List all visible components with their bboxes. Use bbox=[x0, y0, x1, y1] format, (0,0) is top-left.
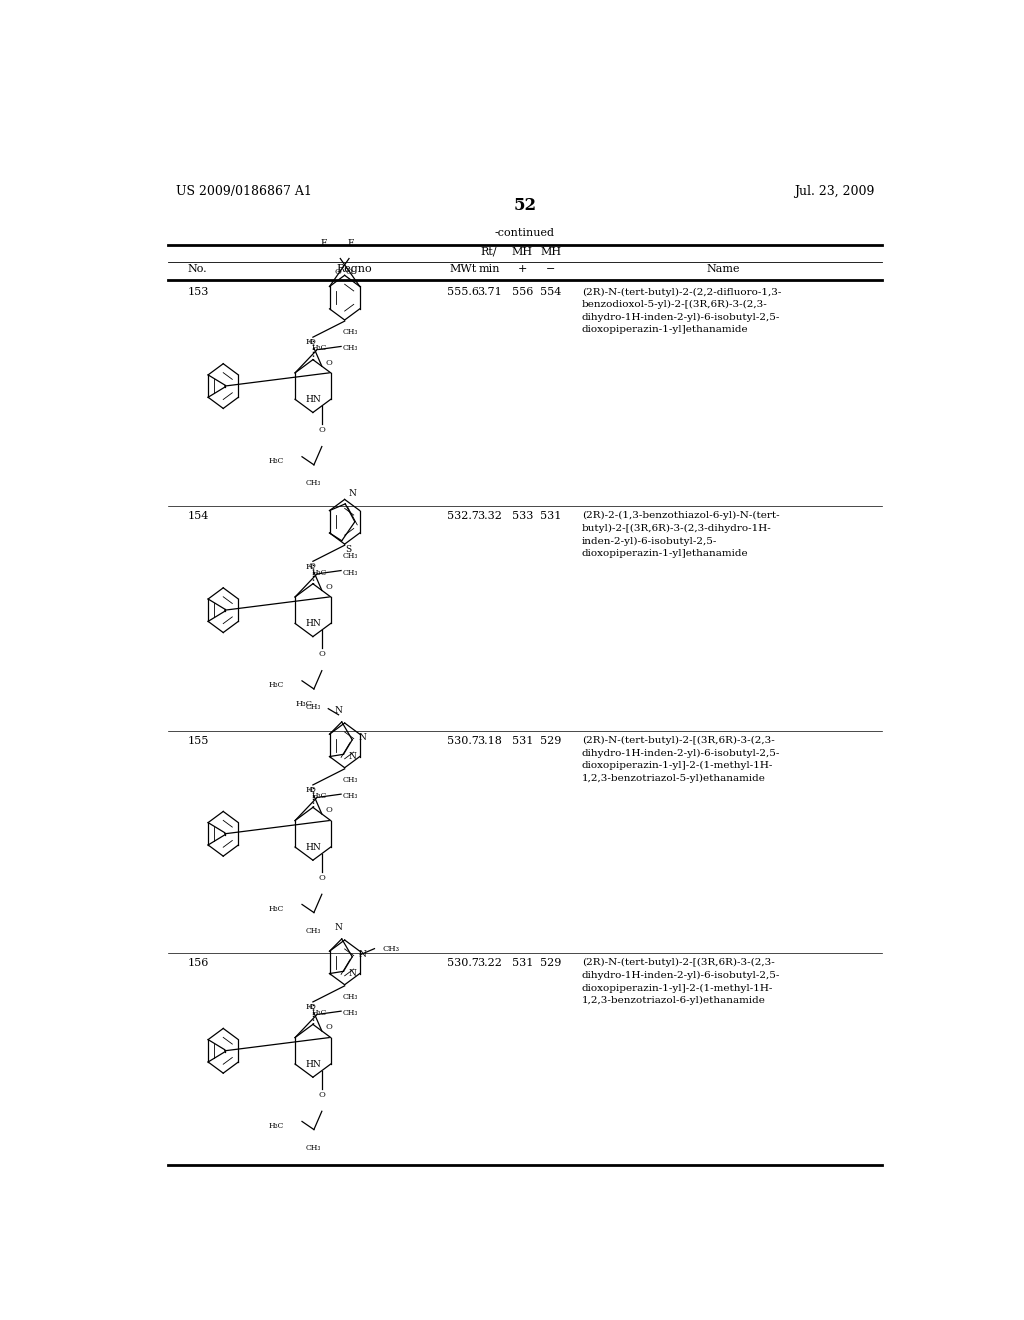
Text: 3.32: 3.32 bbox=[476, 511, 502, 521]
Text: N: N bbox=[348, 969, 356, 978]
Text: N: N bbox=[358, 733, 367, 742]
Text: CH₃: CH₃ bbox=[343, 552, 358, 561]
Text: H₃C: H₃C bbox=[295, 700, 312, 708]
Text: CH₃: CH₃ bbox=[306, 704, 322, 711]
Text: No.: No. bbox=[187, 264, 207, 275]
Text: O: O bbox=[326, 1023, 332, 1031]
Text: (2R)-2-(1,3-benzothiazol-6-yl)-N-(tert-
butyl)-2-[(3R,6R)-3-(2,3-dihydro-1H-
ind: (2R)-2-(1,3-benzothiazol-6-yl)-N-(tert- … bbox=[582, 511, 779, 558]
Text: 52: 52 bbox=[513, 197, 537, 214]
Text: O: O bbox=[309, 338, 315, 346]
Text: O: O bbox=[326, 807, 332, 814]
Text: (2R)-N-(tert-butyl)-2-(2,2-difluoro-1,3-
benzodioxol-5-yl)-2-[(3R,6R)-3-(2,3-
di: (2R)-N-(tert-butyl)-2-(2,2-difluoro-1,3-… bbox=[582, 288, 781, 334]
Text: F: F bbox=[321, 239, 328, 248]
Text: O: O bbox=[326, 359, 332, 367]
Text: Name: Name bbox=[707, 264, 740, 275]
Text: O: O bbox=[345, 268, 352, 276]
Text: CH₃: CH₃ bbox=[343, 1010, 358, 1018]
Text: O: O bbox=[318, 1090, 326, 1100]
Text: H₃C: H₃C bbox=[311, 569, 327, 577]
Text: 533: 533 bbox=[512, 511, 534, 521]
Text: H₃C: H₃C bbox=[268, 457, 284, 465]
Text: MWt: MWt bbox=[450, 264, 476, 275]
Text: HN: HN bbox=[305, 619, 322, 628]
Text: Regno: Regno bbox=[336, 264, 372, 275]
Text: CH₃: CH₃ bbox=[306, 1144, 322, 1152]
Text: 530.7: 530.7 bbox=[446, 735, 479, 746]
Text: HN: HN bbox=[305, 395, 322, 404]
Text: O: O bbox=[318, 426, 326, 434]
Text: min: min bbox=[478, 264, 500, 275]
Text: H₃C: H₃C bbox=[311, 792, 327, 800]
Text: 556: 556 bbox=[512, 288, 534, 297]
Text: O: O bbox=[335, 268, 342, 276]
Text: CH₃: CH₃ bbox=[306, 927, 322, 935]
Text: O: O bbox=[318, 651, 326, 659]
Text: H₃C: H₃C bbox=[268, 1122, 284, 1130]
Text: H: H bbox=[305, 338, 312, 346]
Text: H₃C: H₃C bbox=[268, 904, 284, 912]
Text: S: S bbox=[345, 545, 351, 554]
Text: CH₃: CH₃ bbox=[343, 345, 358, 352]
Text: H: H bbox=[305, 1003, 312, 1011]
Text: 532.7: 532.7 bbox=[446, 511, 479, 521]
Text: CH₃: CH₃ bbox=[343, 776, 358, 784]
Text: -continued: -continued bbox=[495, 227, 555, 238]
Text: H: H bbox=[305, 562, 312, 570]
Text: 529: 529 bbox=[541, 735, 562, 746]
Text: 156: 156 bbox=[187, 958, 209, 969]
Text: O: O bbox=[318, 874, 326, 882]
Text: H: H bbox=[305, 787, 312, 795]
Text: 531: 531 bbox=[541, 511, 562, 521]
Text: CH₃: CH₃ bbox=[382, 945, 399, 953]
Text: 529: 529 bbox=[541, 958, 562, 969]
Text: +: + bbox=[518, 264, 527, 275]
Text: H₃C: H₃C bbox=[311, 345, 327, 352]
Text: US 2009/0186867 A1: US 2009/0186867 A1 bbox=[176, 185, 311, 198]
Text: 3.18: 3.18 bbox=[476, 735, 502, 746]
Text: F: F bbox=[348, 239, 354, 248]
Text: 154: 154 bbox=[187, 511, 209, 521]
Text: 3.71: 3.71 bbox=[477, 288, 502, 297]
Text: N: N bbox=[348, 488, 356, 498]
Text: MH: MH bbox=[541, 247, 561, 257]
Text: 554: 554 bbox=[541, 288, 562, 297]
Text: 155: 155 bbox=[187, 735, 209, 746]
Text: (2R)-N-(tert-butyl)-2-[(3R,6R)-3-(2,3-
dihydro-1H-inden-2-yl)-6-isobutyl-2,5-
di: (2R)-N-(tert-butyl)-2-[(3R,6R)-3-(2,3- d… bbox=[582, 958, 780, 1006]
Text: N: N bbox=[335, 923, 342, 932]
Text: 555.6: 555.6 bbox=[446, 288, 479, 297]
Text: N: N bbox=[358, 950, 367, 960]
Text: CH₃: CH₃ bbox=[343, 569, 358, 577]
Text: −: − bbox=[546, 264, 556, 275]
Text: CH₃: CH₃ bbox=[306, 479, 322, 487]
Text: 3.22: 3.22 bbox=[476, 958, 502, 969]
Text: Jul. 23, 2009: Jul. 23, 2009 bbox=[794, 185, 873, 198]
Text: HN: HN bbox=[305, 842, 322, 851]
Text: N: N bbox=[335, 706, 342, 714]
Text: O: O bbox=[309, 562, 315, 570]
Text: 153: 153 bbox=[187, 288, 209, 297]
Text: HN: HN bbox=[305, 1060, 322, 1068]
Text: CH₃: CH₃ bbox=[343, 329, 358, 337]
Text: 531: 531 bbox=[512, 958, 534, 969]
Text: Rt/: Rt/ bbox=[481, 247, 498, 257]
Text: MH: MH bbox=[512, 247, 532, 257]
Text: O: O bbox=[326, 583, 332, 591]
Text: CH₃: CH₃ bbox=[343, 792, 358, 800]
Text: N: N bbox=[348, 752, 356, 760]
Text: O: O bbox=[309, 1003, 315, 1011]
Text: H₃C: H₃C bbox=[268, 681, 284, 689]
Text: 531: 531 bbox=[512, 735, 534, 746]
Text: 530.7: 530.7 bbox=[446, 958, 479, 969]
Text: (2R)-N-(tert-butyl)-2-[(3R,6R)-3-(2,3-
dihydro-1H-inden-2-yl)-6-isobutyl-2,5-
di: (2R)-N-(tert-butyl)-2-[(3R,6R)-3-(2,3- d… bbox=[582, 735, 780, 783]
Text: H₃C: H₃C bbox=[311, 1010, 327, 1018]
Text: CH₃: CH₃ bbox=[343, 993, 358, 1001]
Text: O: O bbox=[309, 785, 315, 793]
